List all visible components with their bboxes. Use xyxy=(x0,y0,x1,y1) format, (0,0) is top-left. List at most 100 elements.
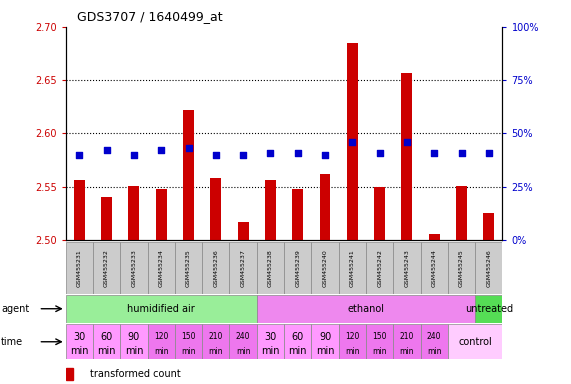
Text: GSM455246: GSM455246 xyxy=(486,249,491,287)
Text: GSM455239: GSM455239 xyxy=(295,249,300,287)
Text: min: min xyxy=(427,347,441,356)
Text: min: min xyxy=(288,346,307,356)
Text: GSM455244: GSM455244 xyxy=(432,249,437,287)
Point xyxy=(403,139,412,145)
Text: GDS3707 / 1640499_at: GDS3707 / 1640499_at xyxy=(77,10,223,23)
Text: min: min xyxy=(98,346,116,356)
Bar xyxy=(128,185,139,240)
Point xyxy=(156,147,166,154)
Text: GSM455243: GSM455243 xyxy=(404,249,409,287)
Text: min: min xyxy=(316,346,334,356)
Text: GSM455235: GSM455235 xyxy=(186,249,191,287)
Bar xyxy=(230,324,257,359)
Text: GSM455238: GSM455238 xyxy=(268,249,273,287)
Bar xyxy=(401,73,412,240)
Bar xyxy=(339,242,366,294)
Bar xyxy=(475,295,502,323)
Bar xyxy=(101,197,112,240)
Text: time: time xyxy=(1,337,23,347)
Bar xyxy=(366,324,393,359)
Point xyxy=(211,152,220,158)
Text: 90: 90 xyxy=(128,331,140,342)
Bar xyxy=(175,324,202,359)
Bar xyxy=(93,324,120,359)
Text: 30: 30 xyxy=(264,331,276,342)
Text: 210: 210 xyxy=(400,332,414,341)
Point xyxy=(102,147,111,154)
Bar xyxy=(339,324,366,359)
Bar xyxy=(311,242,339,294)
Text: GSM455236: GSM455236 xyxy=(214,249,218,287)
Point xyxy=(130,152,139,158)
Bar xyxy=(257,295,475,323)
Bar xyxy=(257,324,284,359)
Text: GSM455242: GSM455242 xyxy=(377,249,382,287)
Bar xyxy=(421,324,448,359)
Point xyxy=(320,152,329,158)
Bar xyxy=(366,242,393,294)
Text: 150: 150 xyxy=(181,332,196,341)
Point xyxy=(266,149,275,156)
Point xyxy=(293,149,302,156)
Bar xyxy=(284,324,311,359)
Bar xyxy=(183,110,194,240)
Point xyxy=(429,149,439,156)
Bar xyxy=(175,242,202,294)
Bar xyxy=(265,180,276,240)
Text: GSM455245: GSM455245 xyxy=(459,249,464,287)
Text: 90: 90 xyxy=(319,331,331,342)
Text: GSM455241: GSM455241 xyxy=(350,249,355,287)
Point xyxy=(239,152,248,158)
Text: agent: agent xyxy=(1,304,29,314)
Bar xyxy=(66,295,257,323)
Bar xyxy=(238,222,248,240)
Bar xyxy=(66,368,73,380)
Point xyxy=(348,139,357,145)
Bar xyxy=(421,242,448,294)
Bar xyxy=(202,242,230,294)
Text: min: min xyxy=(154,347,168,356)
Text: control: control xyxy=(459,337,492,347)
Text: transformed count: transformed count xyxy=(90,369,180,379)
Text: min: min xyxy=(181,347,196,356)
Point xyxy=(75,152,84,158)
Bar xyxy=(484,214,494,240)
Point xyxy=(184,145,193,151)
Text: min: min xyxy=(400,347,414,356)
Text: GSM455234: GSM455234 xyxy=(159,249,164,287)
Bar xyxy=(448,242,475,294)
Bar xyxy=(156,189,167,240)
Text: min: min xyxy=(261,346,280,356)
Bar xyxy=(475,242,502,294)
Bar xyxy=(210,178,222,240)
Bar xyxy=(347,43,358,240)
Bar xyxy=(66,324,93,359)
Text: 240: 240 xyxy=(236,332,250,341)
Bar xyxy=(147,242,175,294)
Bar xyxy=(374,187,385,240)
Bar xyxy=(393,324,421,359)
Point xyxy=(484,149,493,156)
Bar xyxy=(448,324,502,359)
Bar xyxy=(292,189,303,240)
Text: 240: 240 xyxy=(427,332,441,341)
Point xyxy=(375,149,384,156)
Text: 120: 120 xyxy=(154,332,168,341)
Bar xyxy=(147,324,175,359)
Text: min: min xyxy=(345,347,360,356)
Text: min: min xyxy=(124,346,143,356)
Bar xyxy=(284,242,311,294)
Point xyxy=(457,149,466,156)
Text: min: min xyxy=(236,347,250,356)
Bar xyxy=(120,324,147,359)
Bar xyxy=(74,180,85,240)
Bar xyxy=(120,242,147,294)
Text: min: min xyxy=(372,347,387,356)
Bar xyxy=(93,242,120,294)
Bar xyxy=(257,242,284,294)
Text: 60: 60 xyxy=(100,331,112,342)
Bar xyxy=(393,242,421,294)
Text: GSM455232: GSM455232 xyxy=(104,249,109,287)
Text: untreated: untreated xyxy=(465,304,513,314)
Text: ethanol: ethanol xyxy=(348,304,384,314)
